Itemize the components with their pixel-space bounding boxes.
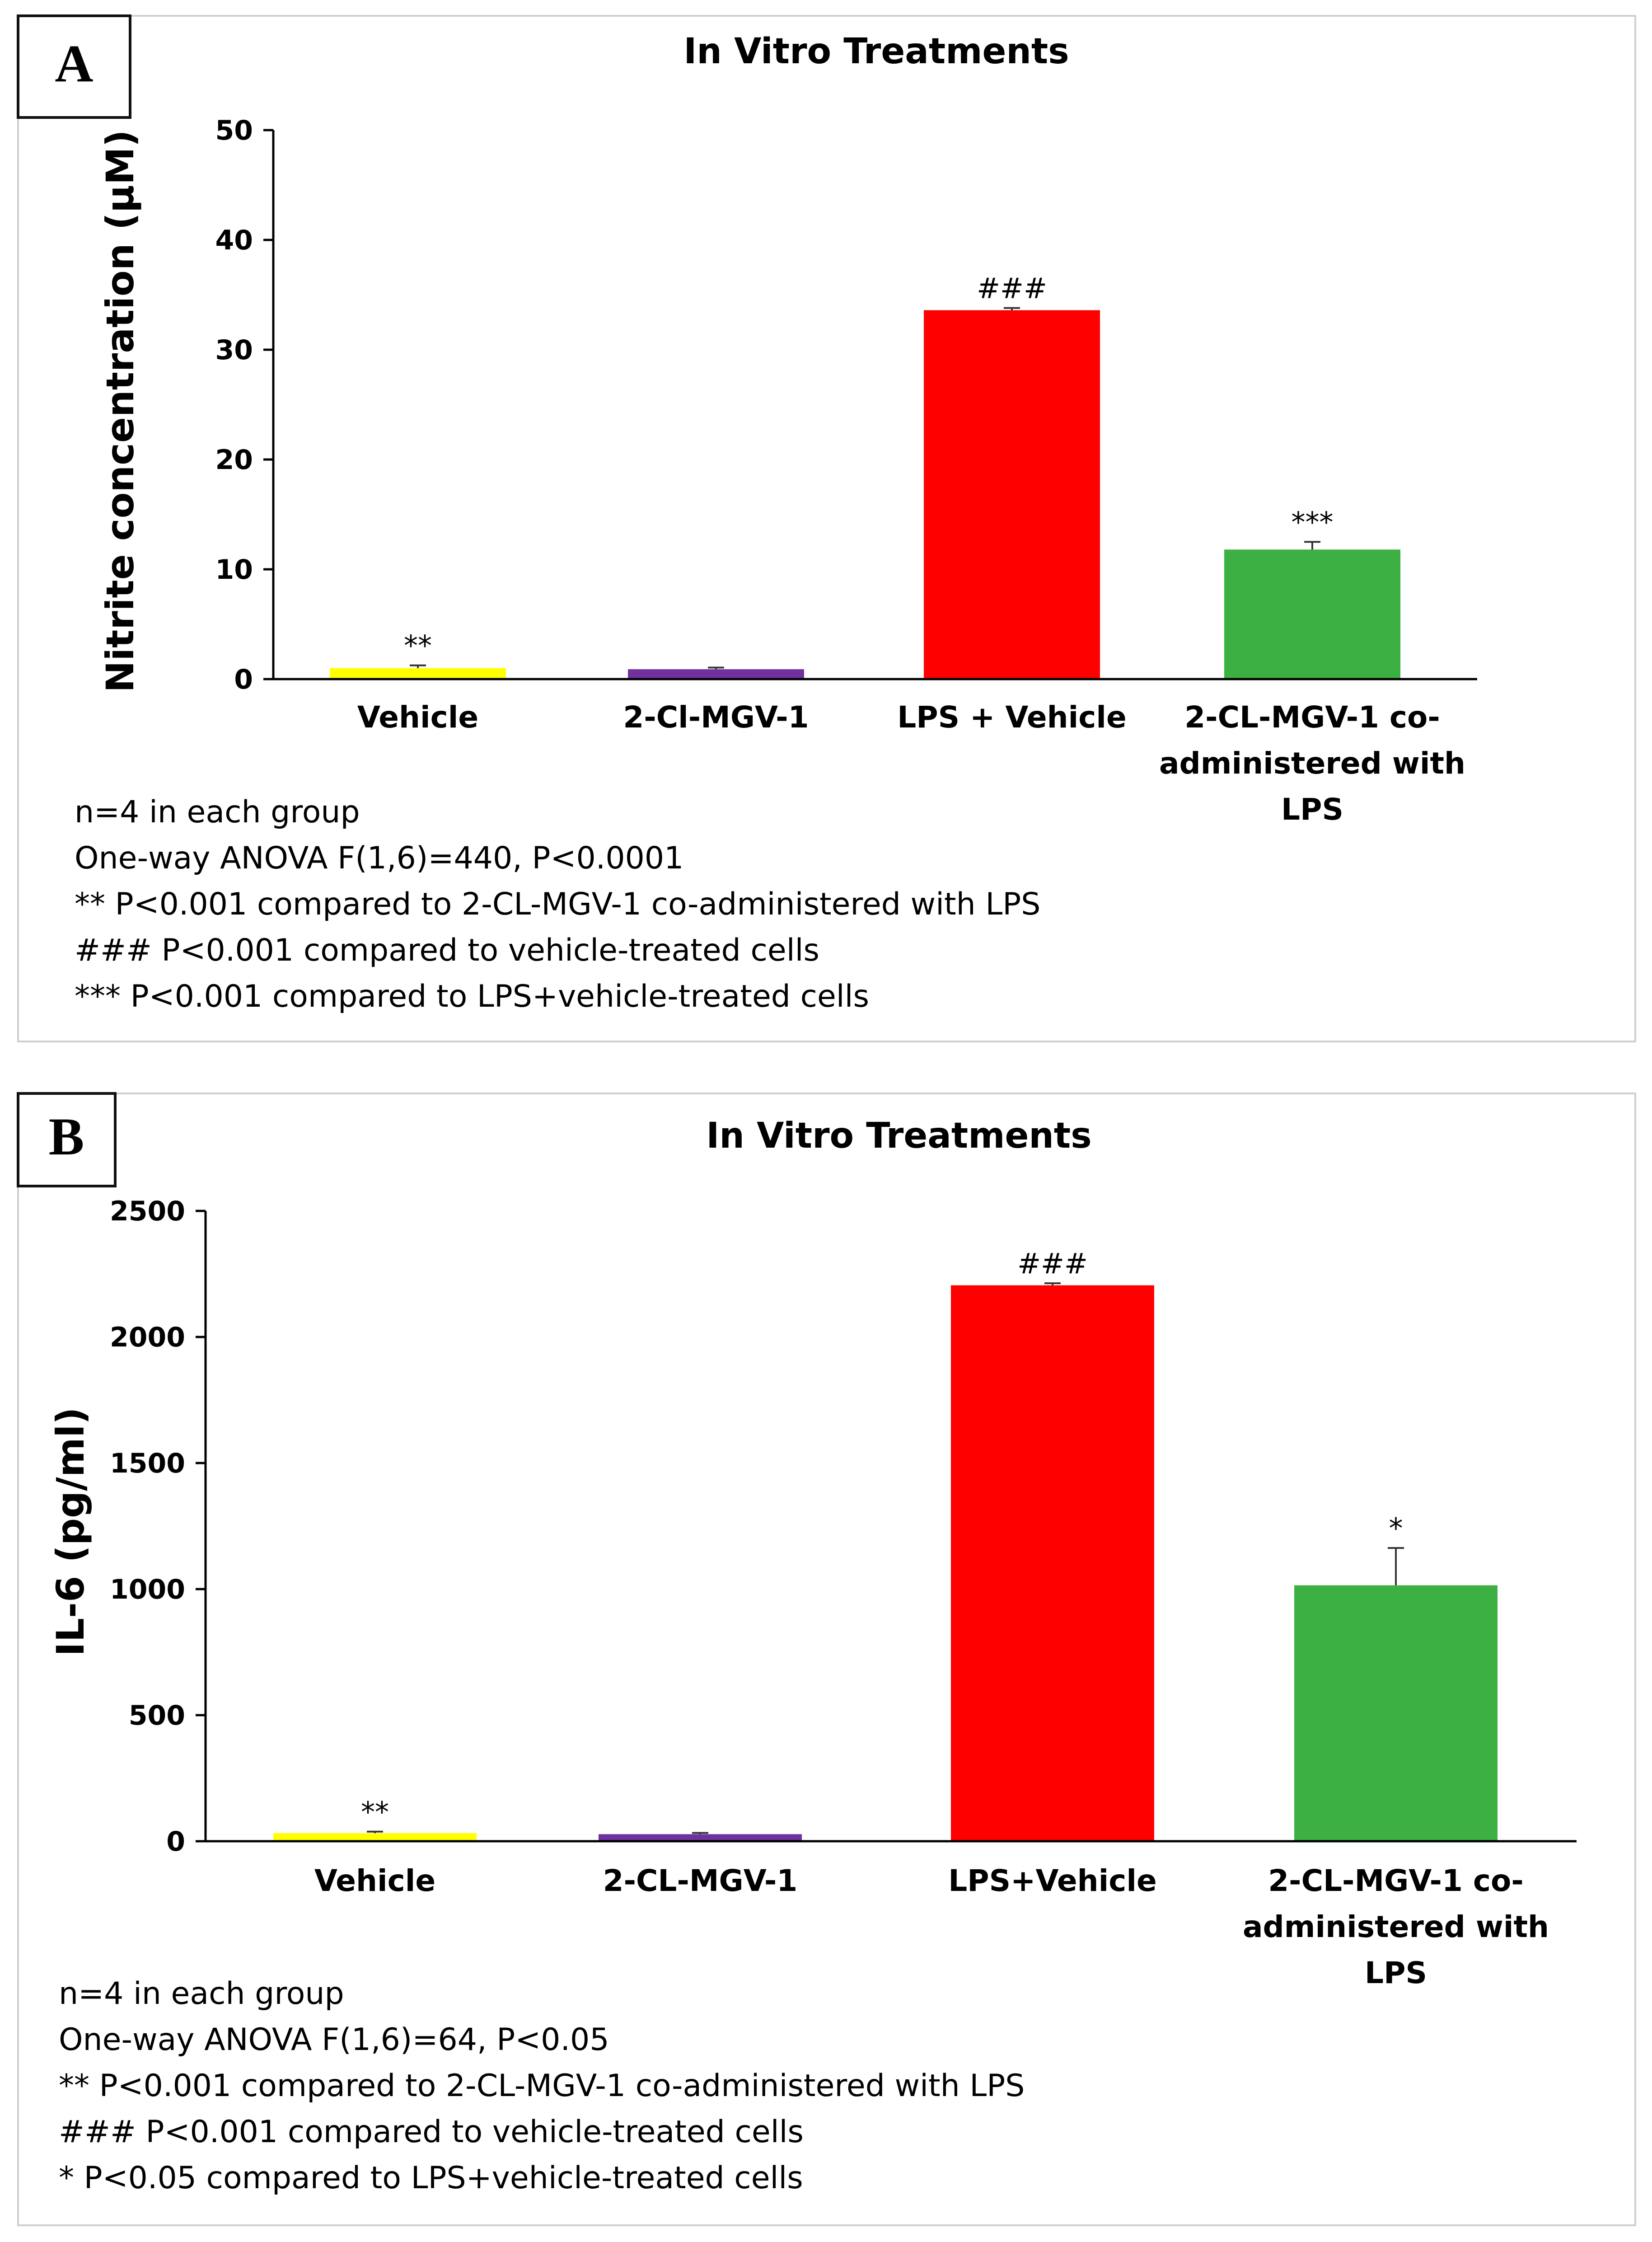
panel-b-title: In Vitro Treatments [706, 1116, 1091, 1156]
panel-b-category-label: LPS+Vehicle [948, 1863, 1157, 1898]
panel-a-bar [628, 669, 804, 679]
panel-b-category-labels: Vehicle 2-CL-MGV-1 LPS+Vehicle 2-CL-MGV-1 c… [314, 1863, 1549, 1990]
panel-a-category-label: LPS [1281, 792, 1343, 827]
panel-b-letter-box [17, 1092, 117, 1187]
panel-b-category-label: administered with [1243, 1909, 1549, 1944]
panel-a-title: In Vitro Treatments [683, 31, 1069, 72]
panel-a-y-tick-label: 50 [215, 115, 253, 146]
panel-b-bar [599, 1834, 802, 1841]
panel-b-category-label: Vehicle [314, 1863, 435, 1898]
panel-b-bar [951, 1285, 1154, 1841]
panel-b: B In Vitro Treatments IL-6 (pg/ml) 0 500 1… [17, 1092, 1636, 2226]
panel-a-category-label: administered with [1159, 746, 1465, 781]
panel-a-y-tick-label: 30 [215, 334, 253, 366]
panel-a-notes: n=4 in each group One-way ANOVA F(1,6)=4… [75, 794, 1040, 1014]
panel-a-y-tick-label: 40 [215, 225, 253, 256]
panel-b-bar [273, 1833, 477, 1841]
panel-b-significance-marker: * [1389, 1512, 1403, 1545]
panel-b-y-tick-label: 2500 [110, 1196, 185, 1227]
panel-b-note: One-way ANOVA F(1,6)=64, P<0.05 [59, 2022, 609, 2058]
panel-b-y-tick-label: 2000 [110, 1322, 185, 1353]
panel-a-category-label: 2-Cl-MGV-1 [623, 700, 809, 735]
panel-b-bars: ** ### * [273, 1247, 1498, 1841]
panel-a-y-tick-label: 0 [234, 664, 253, 695]
panel-b-category-label: LPS [1365, 1956, 1427, 1990]
panel-a-bar [1224, 549, 1400, 679]
panel-b-note: ### P<0.001 compared to vehicle-treated … [59, 2114, 804, 2150]
panel-b-y-tick-label: 1000 [110, 1574, 185, 1605]
panel-a-significance-marker: ** [404, 629, 432, 662]
panel-a-y-axis-label: Nitrite concentration (μM) [98, 130, 142, 693]
panel-a-note: ### P<0.001 compared to vehicle-treated … [75, 933, 819, 968]
panel-b-notes: n=4 in each group One-way ANOVA F(1,6)=6… [59, 1976, 1025, 2196]
panel-b-note: * P<0.05 compared to LPS+vehicle-treated… [59, 2160, 803, 2196]
panel-b-bar [1294, 1585, 1498, 1841]
panel-a-bar [924, 310, 1100, 679]
panel-b-note: n=4 in each group [59, 1976, 344, 2012]
panel-b-significance-marker: ** [361, 1796, 389, 1829]
panel-a-significance-marker: ### [977, 272, 1047, 305]
panel-a-category-label: LPS + Vehicle [897, 700, 1127, 735]
panel-b-y-ticks: 0 500 1000 1500 2000 2500 [110, 1196, 206, 1857]
panel-a-y-ticks: 0 10 20 30 40 50 [215, 115, 273, 695]
panel-a-significance-marker: *** [1292, 506, 1334, 539]
panel-a-category-label: Vehicle [357, 700, 478, 735]
panel-a-y-tick-label: 10 [215, 554, 253, 586]
panel-b-y-tick-label: 0 [166, 1826, 185, 1857]
panel-b-y-tick-label: 500 [129, 1700, 185, 1731]
panel-b-category-label: 2-CL-MGV-1 [603, 1863, 798, 1898]
panel-a-frame [17, 15, 1636, 1042]
panel-b-category-label: 2-CL-MGV-1 co- [1268, 1863, 1523, 1898]
panel-a-note: ** P<0.001 compared to 2-CL-MGV-1 co-adm… [75, 886, 1040, 922]
panel-a: A In Vitro Treatments Nitrite concentrat… [17, 14, 1636, 1042]
panel-a-bars: ** ### *** [330, 272, 1400, 679]
panel-b-y-axis-label: IL-6 (pg/ml) [48, 1407, 93, 1656]
panel-a-category-labels: Vehicle 2-Cl-MGV-1 LPS + Vehicle 2-CL-MGV-1… [357, 700, 1465, 827]
panel-b-note: ** P<0.001 compared to 2-CL-MGV-1 co-adm… [59, 2068, 1025, 2104]
panel-a-letter-box [17, 14, 131, 119]
panel-b-y-tick-label: 1500 [110, 1448, 185, 1479]
panel-a-y-tick-label: 20 [215, 444, 253, 476]
panel-a-category-label: 2-CL-MGV-1 co- [1184, 700, 1440, 735]
panel-a-bar [330, 668, 506, 679]
panel-a-letter: A [55, 34, 93, 93]
panel-a-note: n=4 in each group [75, 794, 360, 830]
panel-a-note: One-way ANOVA F(1,6)=440, P<0.0001 [75, 840, 683, 876]
panel-b-significance-marker: ### [1017, 1247, 1088, 1280]
panel-b-letter: B [49, 1107, 84, 1166]
panel-a-note: *** P<0.001 compared to LPS+vehicle-trea… [75, 979, 869, 1014]
